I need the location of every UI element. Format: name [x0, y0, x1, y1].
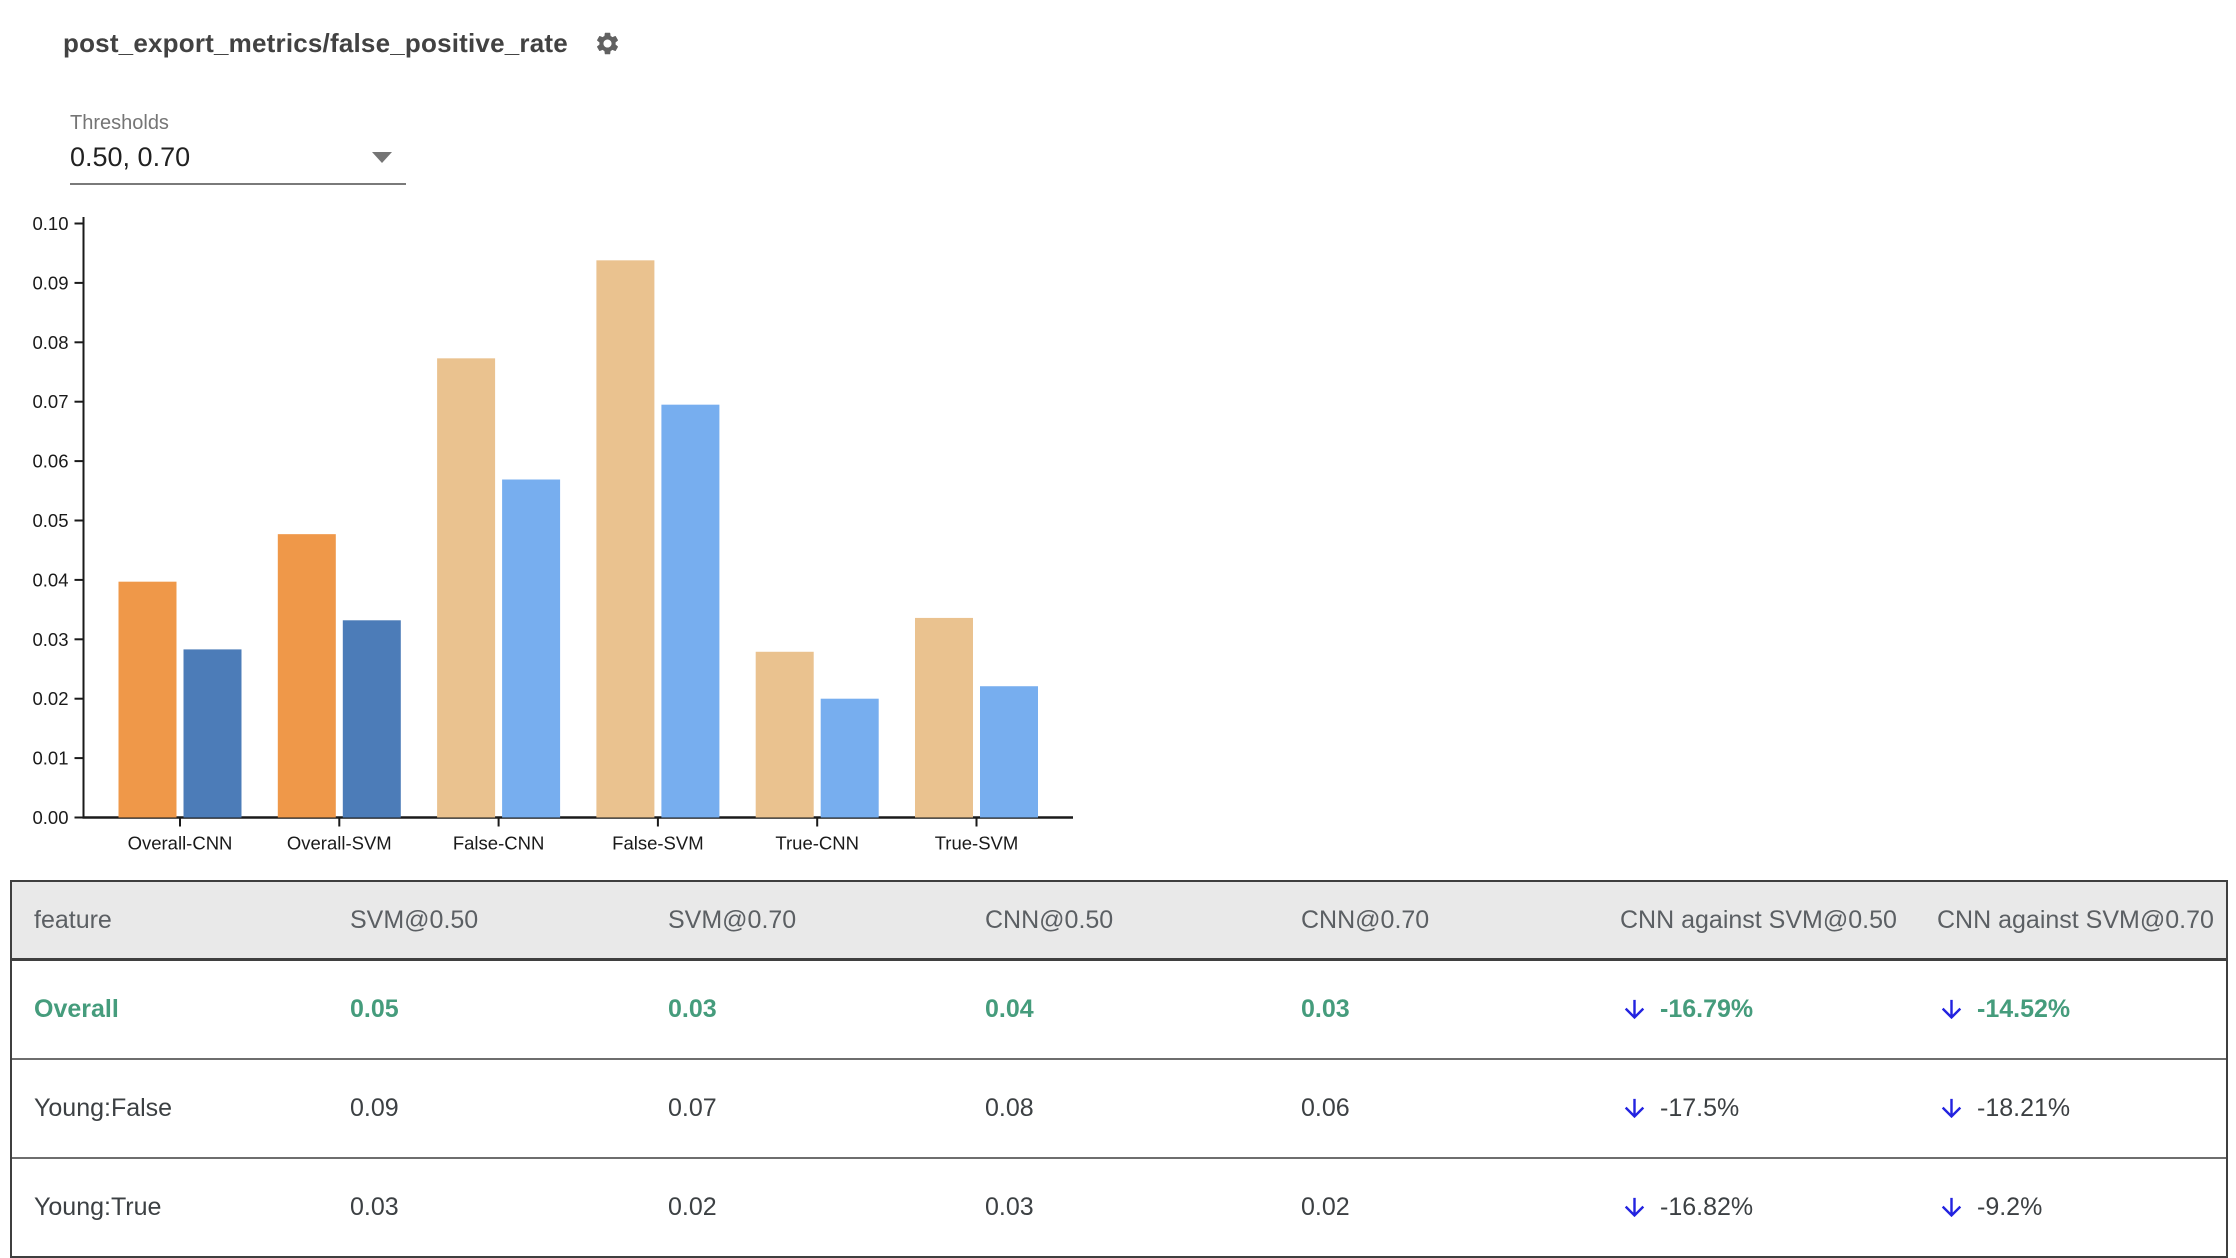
col-header-svm-050: SVM@0.50 — [350, 905, 479, 934]
metric-value: 0.03 — [985, 1193, 1034, 1221]
col-header-feature: feature — [34, 905, 112, 934]
col-header-svm-070: SVM@0.70 — [668, 905, 797, 934]
delta-value: -16.79% — [1660, 995, 1754, 1023]
delta-cell: -16.79% — [1620, 961, 1753, 1058]
thresholds-label: Thresholds — [70, 112, 169, 134]
settings-gear-icon[interactable] — [594, 30, 621, 57]
metric-value: 0.03 — [350, 1193, 399, 1221]
caret-down-icon[interactable] — [372, 152, 392, 163]
delta-value: -9.2% — [1977, 1193, 2043, 1221]
delta-cell: -17.5% — [1620, 1060, 1739, 1157]
metrics-table: feature SVM@0.50 SVM@0.70 CNN@0.50 CNN@0… — [10, 880, 2228, 1258]
thresholds-value: 0.50, 0.70 — [70, 142, 191, 172]
metric-value: 0.03 — [1301, 995, 1350, 1023]
svg-text:0.10: 0.10 — [32, 213, 68, 234]
delta-cell: -16.82% — [1620, 1159, 1753, 1256]
col-header-cnn-vs-svm-070: CNN against SVM@0.70 — [1937, 905, 2214, 934]
metric-value: 0.04 — [985, 995, 1034, 1023]
col-header-cnn-050: CNN@0.50 — [985, 905, 1114, 934]
feature-label: Young:True — [34, 1193, 162, 1221]
false-positive-rate-bar-chart: 0.00 0.01 0.02 0.03 0.04 0.05 0.06 0.07 0.08 0.09… — [32, 213, 1073, 854]
feature-label: Young:False — [34, 1094, 173, 1122]
metric-value: 0.08 — [985, 1094, 1034, 1122]
thresholds-select[interactable]: Thresholds 0.50, 0.70 — [70, 112, 406, 185]
metric-value: 0.03 — [668, 995, 717, 1023]
feature-label: Overall — [34, 995, 119, 1023]
svg-text:0.08: 0.08 — [32, 332, 68, 353]
metric-value: 0.09 — [350, 1094, 399, 1122]
metric-value: 0.05 — [350, 995, 399, 1023]
svg-text:False-SVM: False-SVM — [612, 833, 704, 854]
svg-text:False-CNN: False-CNN — [453, 833, 544, 854]
metric-value: 0.06 — [1301, 1094, 1350, 1122]
svg-text:Overall-SVM: Overall-SVM — [287, 833, 392, 854]
delta-value: -17.5% — [1660, 1094, 1740, 1122]
svg-text:0.09: 0.09 — [32, 272, 68, 293]
col-header-cnn-vs-svm-050: CNN against SVM@0.50 — [1620, 905, 1897, 934]
metric-title-row: post_export_metrics/false_positive_rate — [63, 28, 621, 59]
svg-text:Overall-CNN: Overall-CNN — [128, 833, 233, 854]
delta-cell: -14.52% — [1937, 961, 2070, 1058]
table-row-young-false[interactable]: Young:False 0.09 0.07 0.08 0.06 -17.5% -… — [12, 1058, 2226, 1157]
table-header-row: feature SVM@0.50 SVM@0.70 CNN@0.50 CNN@0… — [12, 882, 2226, 961]
page-title: post_export_metrics/false_positive_rate — [63, 28, 568, 58]
col-header-cnn-070: CNN@0.70 — [1301, 905, 1430, 934]
arrow-down-icon — [1941, 1197, 1962, 1218]
svg-text:0.06: 0.06 — [32, 451, 68, 472]
arrow-down-icon — [1941, 999, 1962, 1020]
table-row-young-true[interactable]: Young:True 0.03 0.02 0.03 0.02 -16.82% -… — [12, 1157, 2226, 1256]
delta-cell: -18.21% — [1937, 1060, 2070, 1157]
svg-text:0.03: 0.03 — [32, 629, 68, 650]
svg-text:0.00: 0.00 — [32, 807, 68, 828]
svg-text:0.07: 0.07 — [32, 391, 68, 412]
metric-value: 0.07 — [668, 1094, 717, 1122]
arrow-down-icon — [1941, 1098, 1962, 1119]
svg-text:True-SVM: True-SVM — [935, 833, 1019, 854]
svg-text:0.02: 0.02 — [32, 688, 68, 709]
svg-text:0.01: 0.01 — [32, 748, 68, 769]
svg-text:0.04: 0.04 — [32, 569, 68, 590]
delta-value: -18.21% — [1977, 1094, 2071, 1122]
svg-text:0.05: 0.05 — [32, 510, 68, 531]
arrow-down-icon — [1624, 1197, 1645, 1218]
delta-value: -16.82% — [1660, 1193, 1754, 1221]
delta-cell: -9.2% — [1937, 1159, 2042, 1256]
table-row-overall[interactable]: Overall 0.05 0.03 0.04 0.03 -16.79% -14.… — [12, 961, 2226, 1058]
arrow-down-icon — [1624, 999, 1645, 1020]
arrow-down-icon — [1624, 1098, 1645, 1119]
svg-text:True-CNN: True-CNN — [775, 833, 859, 854]
delta-value: -14.52% — [1977, 995, 2071, 1023]
metric-value: 0.02 — [668, 1193, 717, 1221]
metric-value: 0.02 — [1301, 1193, 1350, 1221]
